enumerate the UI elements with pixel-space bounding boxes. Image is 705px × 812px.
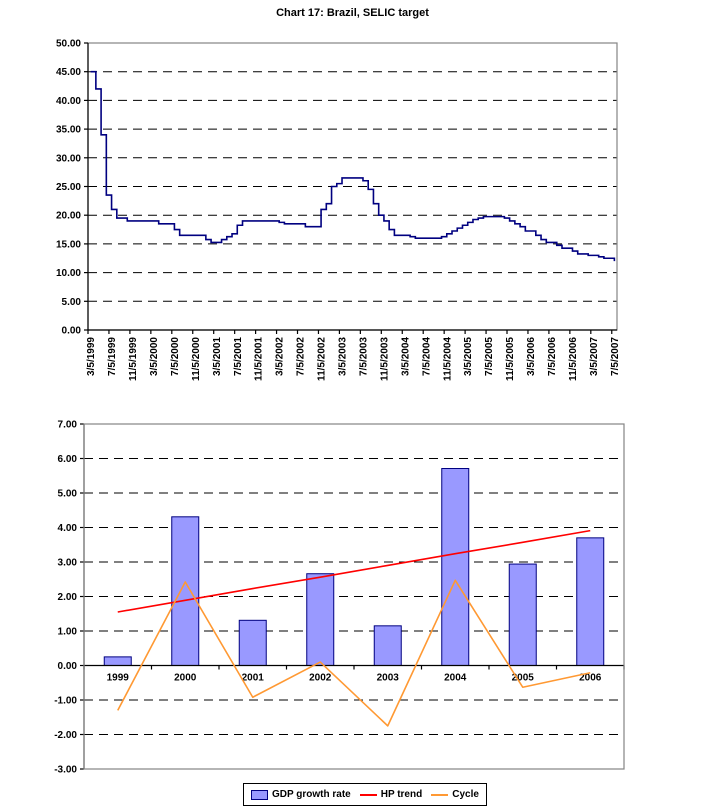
hp-trend-line bbox=[117, 529, 591, 613]
svg-text:11/5/2001: 11/5/2001 bbox=[254, 337, 265, 381]
svg-text:7/5/1999: 7/5/1999 bbox=[107, 337, 118, 376]
gdp-combo-chart: 1999 2000 2001 2002 2003 2004 2005 2006 -3.00 -2.… bbox=[54, 420, 625, 776]
cycle-line-swatch-icon bbox=[431, 793, 449, 796]
gdp-growth-bars bbox=[103, 468, 605, 667]
svg-text:3/5/2003: 3/5/2003 bbox=[338, 337, 349, 376]
svg-text:3/5/2005: 3/5/2005 bbox=[463, 337, 474, 376]
gdp-x-axis-labels: 1999 2000 2001 2002 2003 2004 2005 2006 bbox=[107, 673, 602, 684]
selic-y-axis-labels: 0.00 5.00 10.00 15.00 20.00 25.00 30.00 35.00 40… bbox=[56, 39, 81, 337]
svg-text:3/5/2001: 3/5/2001 bbox=[212, 337, 223, 376]
svg-text:10.00: 10.00 bbox=[56, 268, 81, 279]
legend-item-gdp-growth-rate: GDP growth rate bbox=[251, 789, 351, 800]
gdp-bar-2001 bbox=[238, 619, 267, 666]
svg-text:7/5/2001: 7/5/2001 bbox=[233, 337, 244, 376]
svg-text:2000: 2000 bbox=[174, 673, 197, 684]
svg-text:3/5/2006: 3/5/2006 bbox=[526, 337, 537, 376]
svg-text:2005: 2005 bbox=[512, 673, 535, 684]
gdp-bar-2003 bbox=[373, 625, 402, 667]
gdp-bar-1999 bbox=[103, 656, 132, 666]
svg-text:-3.00: -3.00 bbox=[54, 765, 77, 776]
gdp-gridlines bbox=[84, 458, 624, 770]
svg-text:45.00: 45.00 bbox=[56, 67, 81, 78]
legend-label-gdp: GDP growth rate bbox=[272, 789, 351, 800]
svg-text:4.00: 4.00 bbox=[58, 523, 78, 534]
selic-x-axis-labels: 3/5/1999 7/5/1999 11/5/1999 3/5/2000 7/5/200… bbox=[86, 337, 621, 381]
svg-text:11/5/2004: 11/5/2004 bbox=[442, 337, 453, 381]
svg-text:3/5/2004: 3/5/2004 bbox=[400, 337, 411, 376]
selic-gridlines bbox=[88, 71, 617, 302]
svg-text:0.00: 0.00 bbox=[58, 661, 78, 672]
gdp-plot-border bbox=[83, 423, 625, 770]
gdp-bar-2006 bbox=[576, 537, 605, 666]
svg-text:3/5/2000: 3/5/2000 bbox=[149, 337, 160, 376]
legend-item-hp-trend: HP trend bbox=[359, 789, 423, 800]
selic-axes bbox=[84, 42, 617, 334]
svg-text:5.00: 5.00 bbox=[58, 489, 78, 500]
svg-text:7/5/2002: 7/5/2002 bbox=[296, 337, 307, 376]
svg-text:7/5/2000: 7/5/2000 bbox=[170, 337, 181, 376]
svg-text:11/5/1999: 11/5/1999 bbox=[128, 337, 139, 381]
svg-text:11/5/2000: 11/5/2000 bbox=[191, 337, 202, 381]
svg-text:30.00: 30.00 bbox=[56, 153, 81, 164]
svg-text:7/5/2005: 7/5/2005 bbox=[484, 337, 495, 376]
chart-legend: GDP growth rate HP trend Cycle bbox=[243, 783, 487, 806]
svg-text:5.00: 5.00 bbox=[62, 297, 82, 308]
svg-text:2006: 2006 bbox=[579, 673, 602, 684]
selic-target-line bbox=[90, 70, 616, 262]
svg-text:11/5/2005: 11/5/2005 bbox=[505, 337, 516, 381]
svg-text:35.00: 35.00 bbox=[56, 125, 81, 136]
svg-text:20.00: 20.00 bbox=[56, 211, 81, 222]
svg-text:3/5/1999: 3/5/1999 bbox=[86, 337, 97, 376]
gdp-bar-2002 bbox=[306, 573, 335, 666]
svg-text:3/5/2007: 3/5/2007 bbox=[589, 337, 600, 376]
selic-chart: 0.00 5.00 10.00 15.00 20.00 25.00 30.00 35.00 40… bbox=[56, 39, 621, 381]
legend-label-hp-trend: HP trend bbox=[380, 789, 423, 800]
svg-text:15.00: 15.00 bbox=[56, 239, 81, 250]
gdp-y-axis-labels: -3.00 -2.00 -1.00 0.00 1.00 2.00 3.00 4.00 5.00 6… bbox=[54, 420, 77, 776]
svg-text:-2.00: -2.00 bbox=[54, 730, 77, 741]
svg-text:2002: 2002 bbox=[309, 673, 332, 684]
svg-text:11/5/2006: 11/5/2006 bbox=[568, 337, 579, 381]
gdp-bar-2005 bbox=[508, 563, 537, 667]
svg-text:-1.00: -1.00 bbox=[54, 696, 77, 707]
svg-text:25.00: 25.00 bbox=[56, 182, 81, 193]
legend-item-cycle: Cycle bbox=[431, 789, 479, 800]
svg-text:6.00: 6.00 bbox=[58, 454, 78, 465]
svg-text:11/5/2003: 11/5/2003 bbox=[379, 337, 390, 381]
svg-text:1.00: 1.00 bbox=[58, 627, 78, 638]
svg-text:3/5/2002: 3/5/2002 bbox=[275, 337, 286, 376]
svg-text:7/5/2006: 7/5/2006 bbox=[547, 337, 558, 376]
cycle-line bbox=[117, 579, 591, 727]
gdp-bar-2004 bbox=[441, 468, 470, 666]
svg-text:2003: 2003 bbox=[377, 673, 400, 684]
svg-text:7/5/2003: 7/5/2003 bbox=[358, 337, 369, 376]
svg-text:50.00: 50.00 bbox=[56, 39, 81, 50]
svg-text:0.00: 0.00 bbox=[62, 326, 82, 337]
svg-text:7/5/2007: 7/5/2007 bbox=[610, 337, 621, 376]
hp-trend-line-swatch-icon bbox=[359, 793, 377, 796]
legend-label-cycle: Cycle bbox=[452, 789, 479, 800]
svg-text:11/5/2002: 11/5/2002 bbox=[317, 337, 328, 381]
gdp-bar-swatch-icon bbox=[251, 789, 268, 800]
svg-text:40.00: 40.00 bbox=[56, 96, 81, 107]
chart-title: Chart 17: Brazil, SELIC target bbox=[276, 7, 429, 19]
svg-text:2004: 2004 bbox=[444, 673, 467, 684]
gdp-bar-2000 bbox=[171, 516, 200, 666]
svg-text:7.00: 7.00 bbox=[58, 420, 78, 431]
svg-text:2001: 2001 bbox=[242, 673, 265, 684]
svg-text:2.00: 2.00 bbox=[58, 592, 78, 603]
svg-text:7/5/2004: 7/5/2004 bbox=[421, 337, 432, 376]
svg-text:3.00: 3.00 bbox=[58, 558, 78, 569]
svg-text:1999: 1999 bbox=[107, 673, 130, 684]
